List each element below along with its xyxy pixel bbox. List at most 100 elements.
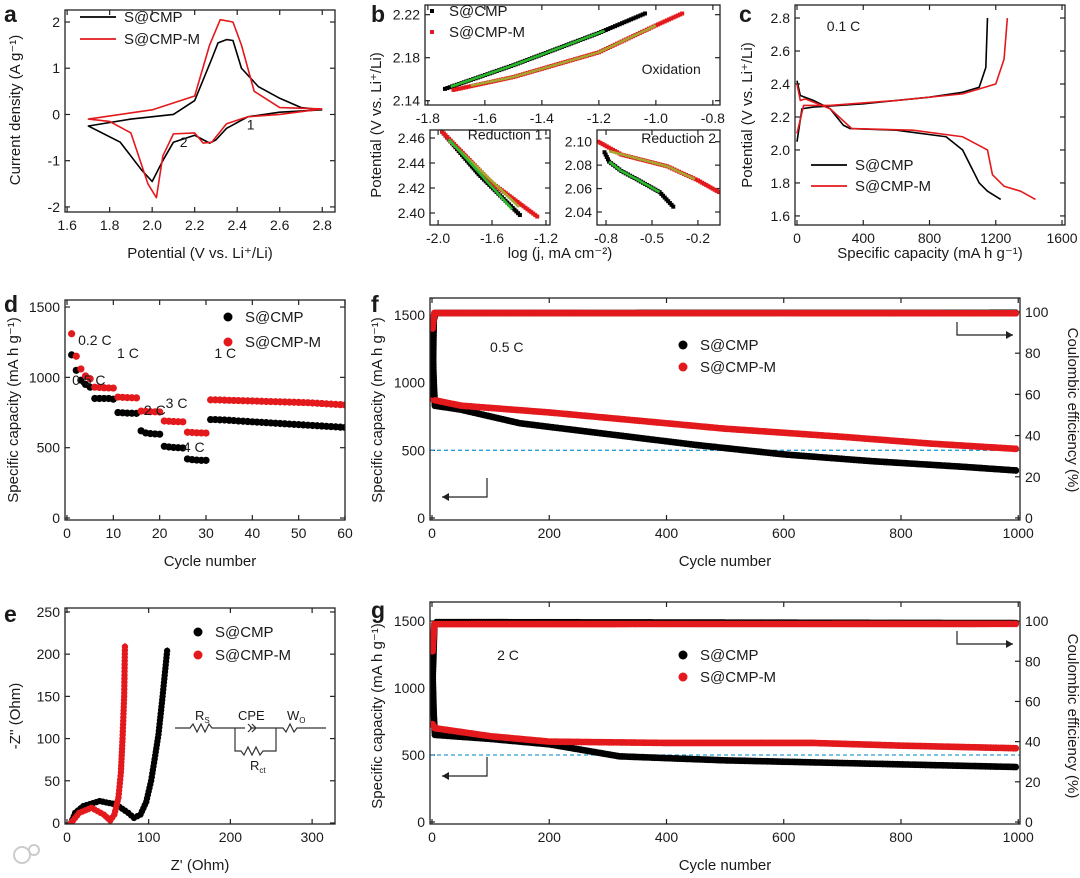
circuit-label-rct: Rct: [250, 758, 266, 775]
x-tick-label: 400: [655, 829, 679, 845]
y-tick-label: 2.44: [398, 155, 425, 171]
plot-frame: [64, 9, 336, 213]
legend-marker: [223, 312, 233, 322]
series-s-cmp-m-line: [796, 83, 1036, 201]
series-s-cmp-point: [517, 212, 522, 217]
x-tick-label: 600: [772, 829, 796, 845]
x-tick-label: 30: [198, 525, 214, 541]
legend-marker: [678, 672, 688, 682]
x-tick-label: 1000: [1003, 829, 1034, 845]
panel-letter: d: [4, 291, 18, 317]
arrow-head-icon: [1006, 331, 1013, 339]
series-fit-s-cmp-fit-line: [608, 160, 661, 194]
y-axis-label: Current density (A g⁻¹): [7, 35, 24, 185]
series-ce-s-cmp-m-point: [1012, 620, 1020, 628]
series-s-cmp-point: [613, 24, 618, 29]
legend-label: S@CMP: [855, 157, 914, 174]
series-s-cmp-m-point: [714, 188, 719, 193]
watermark-logo-icon: [13, 846, 31, 864]
x-tick-label: -0.8: [594, 230, 618, 246]
y2-tick-label: 40: [1025, 428, 1041, 444]
series-s-cmp-m-point: [675, 13, 680, 18]
y-tick-label: 0: [52, 815, 60, 831]
y2-tick-label: 60: [1025, 386, 1041, 402]
series-s-cmp-m-point: [68, 330, 76, 338]
x-tick-label: 100: [137, 829, 161, 845]
y-tick-label: 2.40: [398, 205, 425, 221]
x-tick-label: 0: [63, 829, 71, 845]
annotation-label: 2 C: [144, 402, 166, 418]
panel-a: 1.6 1.8 2.0 2.2 2.4 2.6 2.8 -2 -1 0 1 2 1 2 S@CMP S@CMP…: [4, 1, 336, 262]
y-tick-label: 50: [44, 773, 60, 789]
x-tick-label: 1200: [980, 230, 1011, 246]
panel-e: 0 100 200 300 0 50 100 150 200 250 S@CMP S@CMP-M e Z'…: [4, 601, 336, 874]
series-s-cmp-m-point: [673, 14, 678, 19]
y-tick-label: 1.6: [771, 208, 791, 224]
circuit-label-rs: RS: [195, 708, 210, 725]
y-tick-label: 1500: [29, 299, 60, 315]
y2-tick-label: 100: [1025, 304, 1049, 320]
series-fit-s-cmp-m-fit-line: [608, 149, 696, 181]
series-s-cmp-point: [608, 26, 613, 31]
legend-label: S@CMP-M: [215, 647, 291, 664]
series-s-cmp-m-point: [610, 147, 615, 152]
y-tick-label: 1500: [394, 613, 425, 629]
legend-label: S@CMP: [449, 3, 508, 20]
x-tick-label: 2.6: [270, 217, 290, 233]
x-tick-label: 800: [918, 230, 942, 246]
annotation-label: Reduction 2: [641, 130, 716, 146]
series-s-cmp-point: [619, 21, 624, 26]
annotation-label: Oxidation: [642, 61, 701, 77]
x-tick-label: -0.5: [640, 230, 664, 246]
series-s-cmp-m-point: [716, 190, 720, 195]
y2-axis-label: Coulombic efficiency (%): [1064, 634, 1080, 799]
plot-frame: [429, 129, 551, 226]
panel-letter: b: [371, 1, 385, 27]
series-s-cmp-m-point: [121, 643, 129, 650]
legend-marker: [430, 30, 434, 34]
x-tick-label: 40: [245, 525, 261, 541]
series-s-cmp-m-point: [535, 214, 540, 219]
series-s-cmp-point: [442, 86, 447, 91]
annotation-label: Reduction 1: [468, 126, 543, 142]
x-axis-label: Cycle number: [679, 857, 772, 874]
series-s-cmp-m-point: [109, 384, 117, 392]
series-s-cmp-m-point: [86, 375, 94, 383]
x-tick-label: 0: [793, 230, 801, 246]
equivalent-circuit: [175, 722, 326, 757]
x-axis-label: Potential (V vs. Li⁺/Li): [127, 245, 272, 262]
plot-frame: [596, 129, 721, 226]
series-s-cmp-m-point: [132, 394, 141, 402]
y-tick-label: 200: [37, 646, 61, 662]
legend-marker: [430, 9, 434, 13]
series-s-cmp-m-point: [461, 85, 466, 90]
y-tick-label: 1000: [29, 369, 60, 385]
series-s-cmp-m-point: [202, 429, 210, 437]
legend-label: S@CMP-M: [700, 359, 776, 376]
panel-b_r1: -2.0 -1.6 -1.2 2.40 2.42 2.44 2.46 Reduction 1: [398, 126, 558, 246]
legend-marker: [193, 650, 203, 660]
x-axis-label: Cycle number: [679, 553, 772, 570]
circuit-label-cpe: CPE: [238, 708, 265, 723]
series-group: [87, 18, 323, 199]
series-s-cmp-m-point: [680, 11, 685, 16]
x-tick-label: 2.2: [185, 217, 205, 233]
series-s-cmp-point: [202, 456, 210, 464]
panel-letter: c: [739, 1, 752, 27]
series-s-cmp-m-point: [664, 18, 669, 23]
series-s-cmp-m-point: [77, 365, 85, 373]
plot-frame: [794, 4, 1066, 226]
legend-label: S@CMP: [700, 337, 759, 354]
y2-tick-label: 100: [1025, 613, 1049, 629]
x-tick-label: 800: [889, 525, 913, 541]
arrow-head-icon: [442, 772, 449, 780]
x-tick-label: 1600: [1046, 230, 1077, 246]
y-tick-label: -1: [48, 153, 61, 169]
series-s-cmp-point: [636, 14, 641, 19]
annotation-label: 0.5 C: [490, 339, 523, 355]
series-group: [68, 330, 345, 464]
x-axis-label: Specific capacity (mA h g⁻¹): [837, 245, 1022, 262]
series-s-cmp-m-point: [658, 21, 663, 26]
y-axis-label: Specific capacity (mA h g⁻¹): [5, 317, 22, 502]
y-tick-label: 1.8: [771, 175, 791, 191]
